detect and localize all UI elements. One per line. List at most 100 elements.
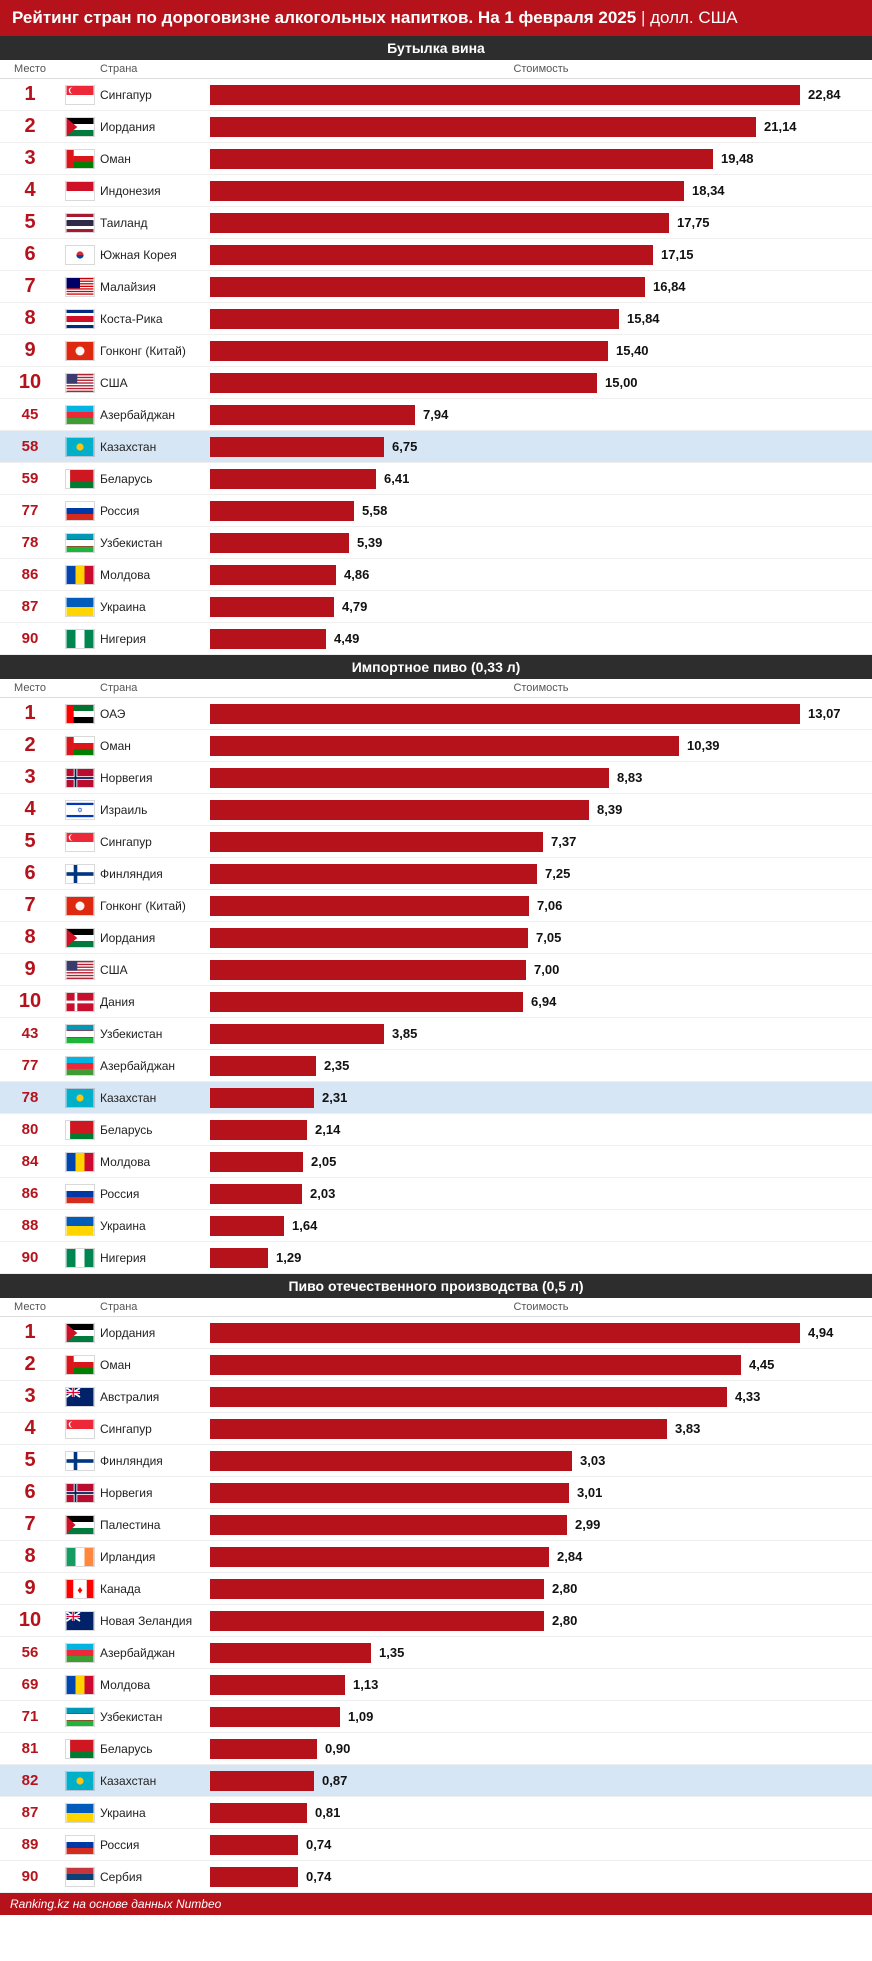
flag-icon <box>60 1803 100 1823</box>
country-name: Новая Зеландия <box>100 1614 210 1628</box>
table-row: 2Иордания21,14 <box>0 111 872 143</box>
value-bar <box>210 1120 307 1140</box>
table-row: 1Сингапур22,84 <box>0 79 872 111</box>
flag-icon: ♦ <box>60 1579 100 1599</box>
flag-icon <box>60 1387 100 1407</box>
value-label: 2,80 <box>552 1581 577 1596</box>
table-row: 88Украина1,64 <box>0 1210 872 1242</box>
value-label: 2,03 <box>310 1186 335 1201</box>
rank-value: 9 <box>0 958 60 981</box>
rank-value: 9 <box>0 1577 60 1600</box>
flag-icon <box>60 469 100 489</box>
flag-icon <box>60 437 100 457</box>
bar-wrap: 1,35 <box>210 1643 872 1663</box>
flag-icon <box>60 597 100 617</box>
value-label: 4,94 <box>808 1325 833 1340</box>
bar-wrap: 15,40 <box>210 341 872 361</box>
value-bar <box>210 1088 314 1108</box>
bar-wrap: 5,39 <box>210 533 872 553</box>
country-name: Австралия <box>100 1390 210 1404</box>
bar-wrap: 2,03 <box>210 1184 872 1204</box>
value-bar <box>210 469 376 489</box>
table-row: 8Коста-Рика15,84 <box>0 303 872 335</box>
flag-icon <box>60 245 100 265</box>
value-label: 4,45 <box>749 1357 774 1372</box>
flag-icon <box>60 1835 100 1855</box>
flag-icon <box>60 309 100 329</box>
value-bar <box>210 309 619 329</box>
flag-icon <box>60 928 100 948</box>
value-bar <box>210 597 334 617</box>
rank-value: 56 <box>0 1644 60 1661</box>
rank-value: 7 <box>0 1513 60 1536</box>
table-row: 2Оман4,45 <box>0 1349 872 1381</box>
country-name: Молдова <box>100 1155 210 1169</box>
table-row: 90Сербия0,74 <box>0 1861 872 1893</box>
country-name: Гонконг (Китай) <box>100 344 210 358</box>
bar-wrap: 2,05 <box>210 1152 872 1172</box>
rank-value: 78 <box>0 534 60 551</box>
country-name: Оман <box>100 1358 210 1372</box>
table-row: 81Беларусь0,90 <box>0 1733 872 1765</box>
table-row: 90Нигерия4,49 <box>0 623 872 655</box>
table-row: 6Финляндия7,25 <box>0 858 872 890</box>
bar-wrap: 7,00 <box>210 960 872 980</box>
section-title: Импортное пиво (0,33 л) <box>0 655 872 679</box>
flag-icon <box>60 1184 100 1204</box>
value-bar <box>210 85 800 105</box>
value-label: 4,79 <box>342 599 367 614</box>
country-name: Коста-Рика <box>100 312 210 326</box>
section-title: Бутылка вина <box>0 36 872 60</box>
value-label: 13,07 <box>808 706 841 721</box>
bar-wrap: 7,37 <box>210 832 872 852</box>
table-row: 10Новая Зеландия2,80 <box>0 1605 872 1637</box>
value-label: 17,15 <box>661 247 694 262</box>
value-label: 4,86 <box>344 567 369 582</box>
value-label: 4,49 <box>334 631 359 646</box>
flag-icon <box>60 1120 100 1140</box>
bar-wrap: 18,34 <box>210 181 872 201</box>
value-bar <box>210 1248 268 1268</box>
table-row: 77Азербайджан2,35 <box>0 1050 872 1082</box>
bar-wrap: 2,80 <box>210 1579 872 1599</box>
country-name: Ирландия <box>100 1550 210 1564</box>
rank-value: 1 <box>0 83 60 106</box>
country-name: Узбекистан <box>100 1710 210 1724</box>
flag-icon <box>60 373 100 393</box>
rank-value: 78 <box>0 1089 60 1106</box>
value-label: 3,83 <box>675 1421 700 1436</box>
value-bar <box>210 277 645 297</box>
value-bar <box>210 341 608 361</box>
country-name: Казахстан <box>100 1774 210 1788</box>
value-label: 8,83 <box>617 770 642 785</box>
country-name: Норвегия <box>100 771 210 785</box>
rank-value: 3 <box>0 766 60 789</box>
value-label: 22,84 <box>808 87 841 102</box>
rank-value: 69 <box>0 1676 60 1693</box>
value-label: 2,80 <box>552 1613 577 1628</box>
value-bar <box>210 1643 371 1663</box>
value-bar <box>210 1419 667 1439</box>
rank-value: 71 <box>0 1708 60 1725</box>
bar-wrap: 6,94 <box>210 992 872 1012</box>
rank-value: 8 <box>0 1545 60 1568</box>
table-row: 87Украина0,81 <box>0 1797 872 1829</box>
rank-value: 81 <box>0 1740 60 1757</box>
table-row: 77Россия5,58 <box>0 495 872 527</box>
rank-value: 87 <box>0 1804 60 1821</box>
flag-icon <box>60 1088 100 1108</box>
value-label: 1,35 <box>379 1645 404 1660</box>
table-row: 1ОАЭ13,07 <box>0 698 872 730</box>
bar-wrap: 22,84 <box>210 85 872 105</box>
value-label: 3,85 <box>392 1026 417 1041</box>
table-row: 5Сингапур7,37 <box>0 826 872 858</box>
value-bar <box>210 1451 572 1471</box>
value-bar <box>210 565 336 585</box>
value-bar <box>210 533 349 553</box>
bar-wrap: 13,07 <box>210 704 872 724</box>
value-label: 1,64 <box>292 1218 317 1233</box>
bar-wrap: 0,87 <box>210 1771 872 1791</box>
bar-wrap: 10,39 <box>210 736 872 756</box>
flag-icon <box>60 1739 100 1759</box>
table-row: 4✡Израиль8,39 <box>0 794 872 826</box>
